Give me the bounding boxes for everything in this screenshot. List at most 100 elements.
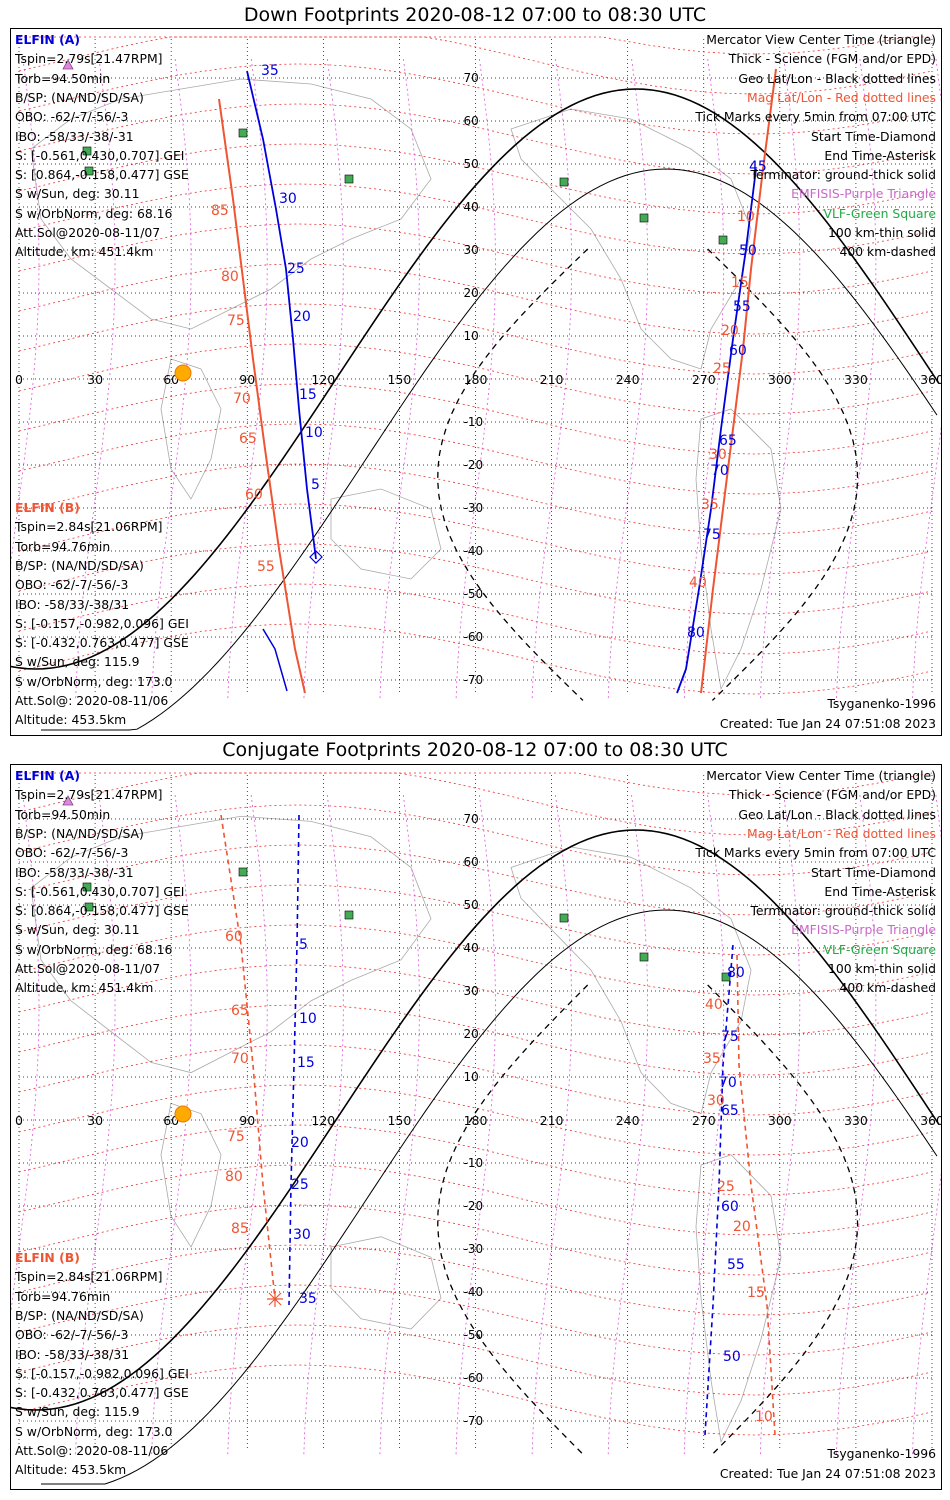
vlf-station-square <box>718 235 728 245</box>
tick-label-elfin-a: 50 <box>723 1349 741 1365</box>
longitude-label: 210 <box>540 372 564 387</box>
vlf-station-square <box>559 913 569 923</box>
info-line: S w/OrbNorm, deg: 68.16 <box>15 941 173 957</box>
mag-longitude-line <box>75 794 116 1456</box>
mag-longitude-line <box>455 58 496 700</box>
legend-entry: Terminator: ground-thick solid <box>750 167 936 183</box>
longitude-label: 180 <box>464 1113 488 1128</box>
info-line: S w/Sun, deg: 30.11 <box>15 922 140 938</box>
info-line: Altitude: 453.5km <box>15 712 127 728</box>
longitude-label: 210 <box>540 1113 564 1128</box>
vlf-station-square <box>639 213 649 223</box>
elfin-a-track-east <box>676 168 757 694</box>
tick-label-elfin-a: 10 <box>305 425 323 441</box>
mag-latitude-line <box>18 804 933 876</box>
vlf-station-square <box>344 174 354 184</box>
coastline <box>160 1102 222 1248</box>
longitude-label: 270 <box>692 372 716 387</box>
tick-label-elfin-a: 5 <box>311 477 320 493</box>
elfin-a-end-track <box>262 628 288 692</box>
latitude-label: 70 <box>464 71 479 85</box>
info-line: S: [-0.561,0.430,0.707] GEI <box>15 147 185 163</box>
satellite-title: ELFIN (B) <box>15 1250 80 1265</box>
legend-entry: Mercator View Center Time (triangle) <box>706 32 936 47</box>
tick-label-elfin-a: 65 <box>719 433 737 449</box>
coastline <box>695 1154 782 1444</box>
tick-label-elfin-b: 15 <box>747 1285 765 1301</box>
mag-longitude-line <box>836 58 877 700</box>
tick-label-elfin-b: 60 <box>225 929 243 945</box>
info-line: B/SP: (NA/ND/SD/SA) <box>15 1307 144 1323</box>
latitude-label: -70 <box>464 673 484 687</box>
latitude-label: 20 <box>464 1027 479 1041</box>
legend-entry: Geo Lat/Lon - Black dotted lines <box>738 806 936 822</box>
latitude-label: -20 <box>464 458 484 472</box>
mag-latitude-line <box>18 223 933 295</box>
tick-label-elfin-b: 75 <box>227 1129 245 1145</box>
info-line: S: [-0.561,0.430,0.707] GEI <box>15 883 185 899</box>
end-asterisk <box>267 1291 283 1307</box>
tick-label-elfin-a: 30 <box>293 1227 311 1243</box>
info-line: S w/OrbNorm, deg: 173.0 <box>15 1423 173 1439</box>
terminator-400km-right <box>707 984 859 1455</box>
longitude-label: 300 <box>768 372 792 387</box>
tick-label-elfin-a: 15 <box>297 1055 315 1071</box>
tick-label-elfin-b: 25 <box>713 361 731 377</box>
legend-entry: 400 km-dashed <box>839 980 936 996</box>
mag-latitude-line <box>18 303 933 375</box>
mag-longitude-line <box>455 794 496 1456</box>
tick-label-elfin-a: 75 <box>721 1029 739 1045</box>
mag-latitude-line <box>19 36 932 55</box>
mag-grid <box>18 36 933 695</box>
mag-longitude-line <box>607 794 649 1456</box>
created-timestamp: Created: Tue Jan 24 07:51:08 2023 <box>719 1466 936 1481</box>
latitude-label: -30 <box>464 501 484 515</box>
info-line: Att.Sol@: 2020-08-11/06 <box>15 1443 169 1458</box>
terminator-400km-right <box>707 248 859 701</box>
mag-meridians <box>11 58 941 700</box>
tick-label-elfin-a: 80 <box>687 625 705 641</box>
latitude-label: -30 <box>464 1242 484 1256</box>
coastline <box>510 108 752 370</box>
latitude-label: -50 <box>464 1328 484 1342</box>
info-line: S: [-0.432,0.763,0.477] GSE <box>15 635 189 651</box>
info-line: S: [-0.432,0.763,0.477] GSE <box>15 1385 189 1401</box>
info-line: OBO: -62/-7/-56/-3 <box>15 109 129 125</box>
mag-latitude-line <box>18 1124 933 1196</box>
mag-latitude-line <box>18 1364 933 1436</box>
info-line: Torb=94.50min <box>15 70 111 86</box>
satellite-title: ELFIN (A) <box>15 32 81 47</box>
legend-entry: Geo Lat/Lon - Black dotted lines <box>738 70 936 86</box>
conjugate-footprints-panel: 0 30 60 90 120 150 180 210 240 270 300 330 360 70 60 50… <box>10 764 942 1490</box>
tick-label-elfin-b: 75 <box>227 313 245 329</box>
tick-label-elfin-b: 80 <box>225 1169 243 1185</box>
tick-label-elfin-b: 35 <box>701 497 719 513</box>
down-footprints-panel: 0 30 60 90 120 150 180 210 240 270 300 330 360 70 60 50… <box>10 28 942 736</box>
tick-label-elfin-b: 30 <box>709 447 727 463</box>
info-line: S w/OrbNorm, deg: 173.0 <box>15 673 173 689</box>
terminator-ground <box>11 88 940 670</box>
info-line: S w/Sun, deg: 115.9 <box>15 1404 140 1420</box>
sun-icon <box>174 1105 192 1123</box>
latitude-label: 40 <box>464 941 479 955</box>
tick-label-elfin-b: 55 <box>257 559 275 575</box>
legend-entry: EMFISIS-Purple Triangle <box>791 186 936 202</box>
info-line: S: [-0.157,-0.982,0.096] GEI <box>15 1365 189 1381</box>
tick-label-elfin-a: 65 <box>721 1103 739 1119</box>
latitude-label: 70 <box>464 812 479 826</box>
tick-label-elfin-a: 80 <box>727 965 745 981</box>
tick-label-elfin-b: 20 <box>733 1219 751 1235</box>
mag-longitude-line <box>379 794 420 1456</box>
mag-longitude-line <box>151 794 192 1456</box>
info-line: Torb=94.50min <box>15 806 111 822</box>
coastline <box>695 408 782 691</box>
info-line: Altitude, km: 451.4km <box>15 244 154 260</box>
tick-label-elfin-a: 35 <box>299 1291 317 1307</box>
mag-longitude-line <box>607 58 649 700</box>
start-diamond <box>309 550 323 564</box>
latitude-label: -70 <box>464 1414 484 1428</box>
tick-label-elfin-a: 75 <box>703 527 721 543</box>
mag-latitude-line <box>18 1044 933 1116</box>
longitude-label: 150 <box>387 1113 411 1128</box>
tick-label-elfin-b: 65 <box>231 1003 249 1019</box>
